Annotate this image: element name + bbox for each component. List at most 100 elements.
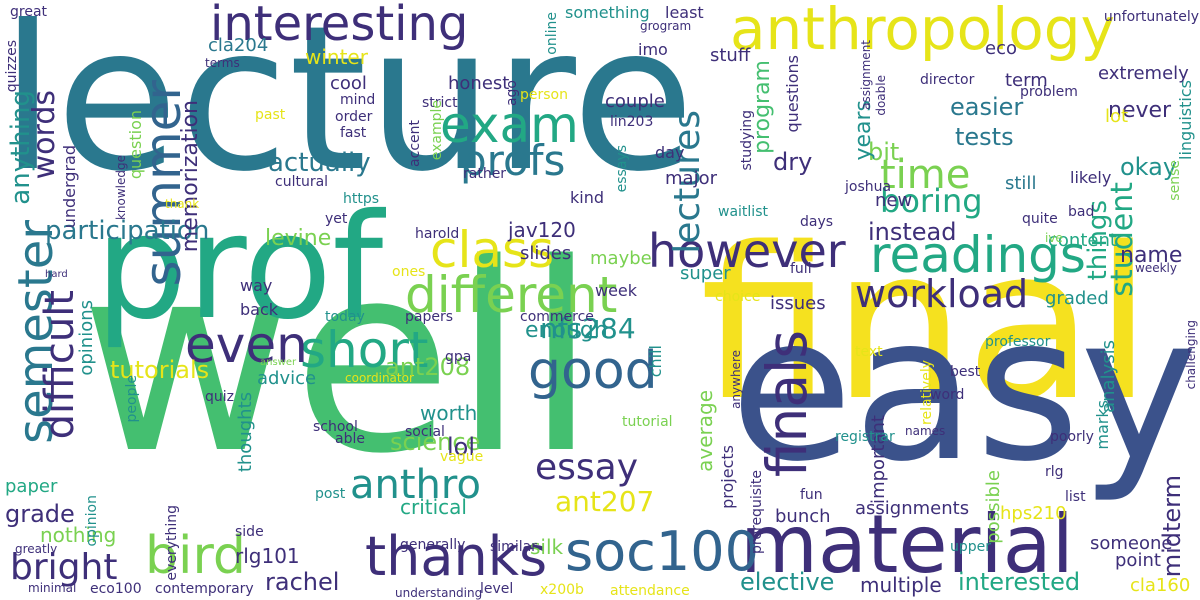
word-commerce: commerce xyxy=(520,309,594,325)
word-cla160: cla160 xyxy=(1130,575,1191,596)
word-readings: readings xyxy=(870,226,1086,284)
word-yet: yet xyxy=(325,211,348,227)
word-people: people xyxy=(124,375,140,423)
word-prof: prof xyxy=(95,183,384,352)
word-names: names xyxy=(905,424,946,438)
word-everything: everything xyxy=(164,505,180,581)
word-workload: workload xyxy=(855,272,1029,316)
word-waitlist: waitlist xyxy=(718,204,768,220)
word-full: full xyxy=(790,261,812,277)
word-something: something xyxy=(565,3,650,22)
word-opinions: opinions xyxy=(76,300,97,376)
word-actually: actually xyxy=(268,148,371,178)
word-rlg101: rlg101 xyxy=(235,544,300,568)
word-interesting: interesting xyxy=(210,0,469,52)
word-https: https xyxy=(343,191,380,207)
word-back: back xyxy=(240,300,279,319)
word-greatly: greatly xyxy=(15,542,58,556)
word-great: great xyxy=(10,4,48,20)
word-lecture: lecture xyxy=(0,0,695,216)
word-rachel: rachel xyxy=(265,568,340,596)
word-director: director xyxy=(920,72,975,88)
word-registrar: registrar xyxy=(835,429,895,445)
word-never: never xyxy=(1108,98,1172,123)
word-online: online xyxy=(544,12,560,55)
word-hard: hard xyxy=(45,269,68,280)
word-ive: ive xyxy=(1045,231,1063,245)
word-difficult: difficult xyxy=(37,290,83,440)
word-eco: eco xyxy=(985,38,1017,59)
word-contemporary: contemporary xyxy=(155,581,254,597)
word-questions: questions xyxy=(783,55,802,133)
word-good: good xyxy=(528,341,658,401)
word-thoughts: thoughts xyxy=(235,392,256,473)
word-generally: generally xyxy=(400,537,466,553)
word-advice: advice xyxy=(257,368,317,389)
word-jav120: jav120 xyxy=(508,218,576,242)
word-tutorials: tutorials xyxy=(110,356,210,384)
word-bird: bird xyxy=(145,526,246,586)
word-maybe: maybe xyxy=(590,248,652,269)
word-content: content xyxy=(1048,230,1117,251)
word-day: day xyxy=(655,143,685,162)
word-nfs284: nfs284 xyxy=(540,312,636,345)
word-different: different xyxy=(405,266,618,324)
word-hps210: hps210 xyxy=(1000,503,1067,524)
word-professor: professor xyxy=(985,334,1051,350)
word-poorly: poorly xyxy=(1050,429,1094,445)
word-school: school xyxy=(313,419,358,435)
word-likely: likely xyxy=(1070,168,1112,187)
word-lin203: lin203 xyxy=(610,114,654,130)
word-average: average xyxy=(693,390,717,472)
word-thank: thank xyxy=(165,197,200,211)
word-list: list xyxy=(1065,489,1086,505)
word-essay: essay xyxy=(535,447,639,488)
word-coordinator: coordinator xyxy=(345,371,414,385)
word-order: order xyxy=(335,109,373,125)
word-finals: finals xyxy=(755,330,819,478)
word-point: point xyxy=(1115,550,1161,571)
word-knowledge: knowledge xyxy=(114,155,128,221)
word-material: material xyxy=(740,498,1074,591)
word-social: social xyxy=(405,424,445,440)
word-cultural: cultural xyxy=(275,174,329,190)
word-papers: papers xyxy=(405,309,454,325)
word-still: still xyxy=(1005,173,1037,194)
word-anywhere: anywhere xyxy=(729,350,743,409)
word-super: super xyxy=(680,263,731,284)
word-level: level xyxy=(480,581,514,597)
word-fast: fast xyxy=(340,125,367,141)
word-interested: interested xyxy=(958,568,1081,596)
word-program: program xyxy=(750,60,775,154)
word-winter: winter xyxy=(305,45,368,69)
word-cla204: cla204 xyxy=(208,35,269,56)
word-weekly: weekly xyxy=(1135,261,1177,275)
word-post: post xyxy=(315,486,346,502)
word-enough: enough xyxy=(525,318,608,343)
word-able: able xyxy=(335,431,365,447)
word-attendance: attendance xyxy=(610,583,690,599)
word-sense: sense xyxy=(1167,160,1183,201)
word-short: short xyxy=(300,321,429,379)
word-extremely: extremely xyxy=(1098,63,1189,84)
word-couple: couple xyxy=(605,91,665,112)
word-tests: tests xyxy=(955,123,1014,151)
word-boring: boring xyxy=(880,182,983,220)
word-profs: profs xyxy=(460,136,566,185)
word-anthro: anthro xyxy=(350,462,481,508)
word-studying: studying xyxy=(739,110,755,171)
word-strict: strict xyxy=(422,95,458,111)
word-kind: kind xyxy=(570,188,605,207)
word-bright: bright xyxy=(10,547,118,588)
word-major: major xyxy=(665,168,717,189)
word-person: person xyxy=(520,87,568,103)
word-understanding: understanding xyxy=(395,586,483,600)
word-soc100: soc100 xyxy=(565,520,759,583)
word-possible: possible xyxy=(983,470,1004,544)
word-eco100: eco100 xyxy=(90,581,142,597)
word-doable: doable xyxy=(874,75,888,116)
word-okay: okay xyxy=(1120,153,1178,181)
word-word: word xyxy=(930,387,965,403)
word-question: question xyxy=(126,110,145,180)
